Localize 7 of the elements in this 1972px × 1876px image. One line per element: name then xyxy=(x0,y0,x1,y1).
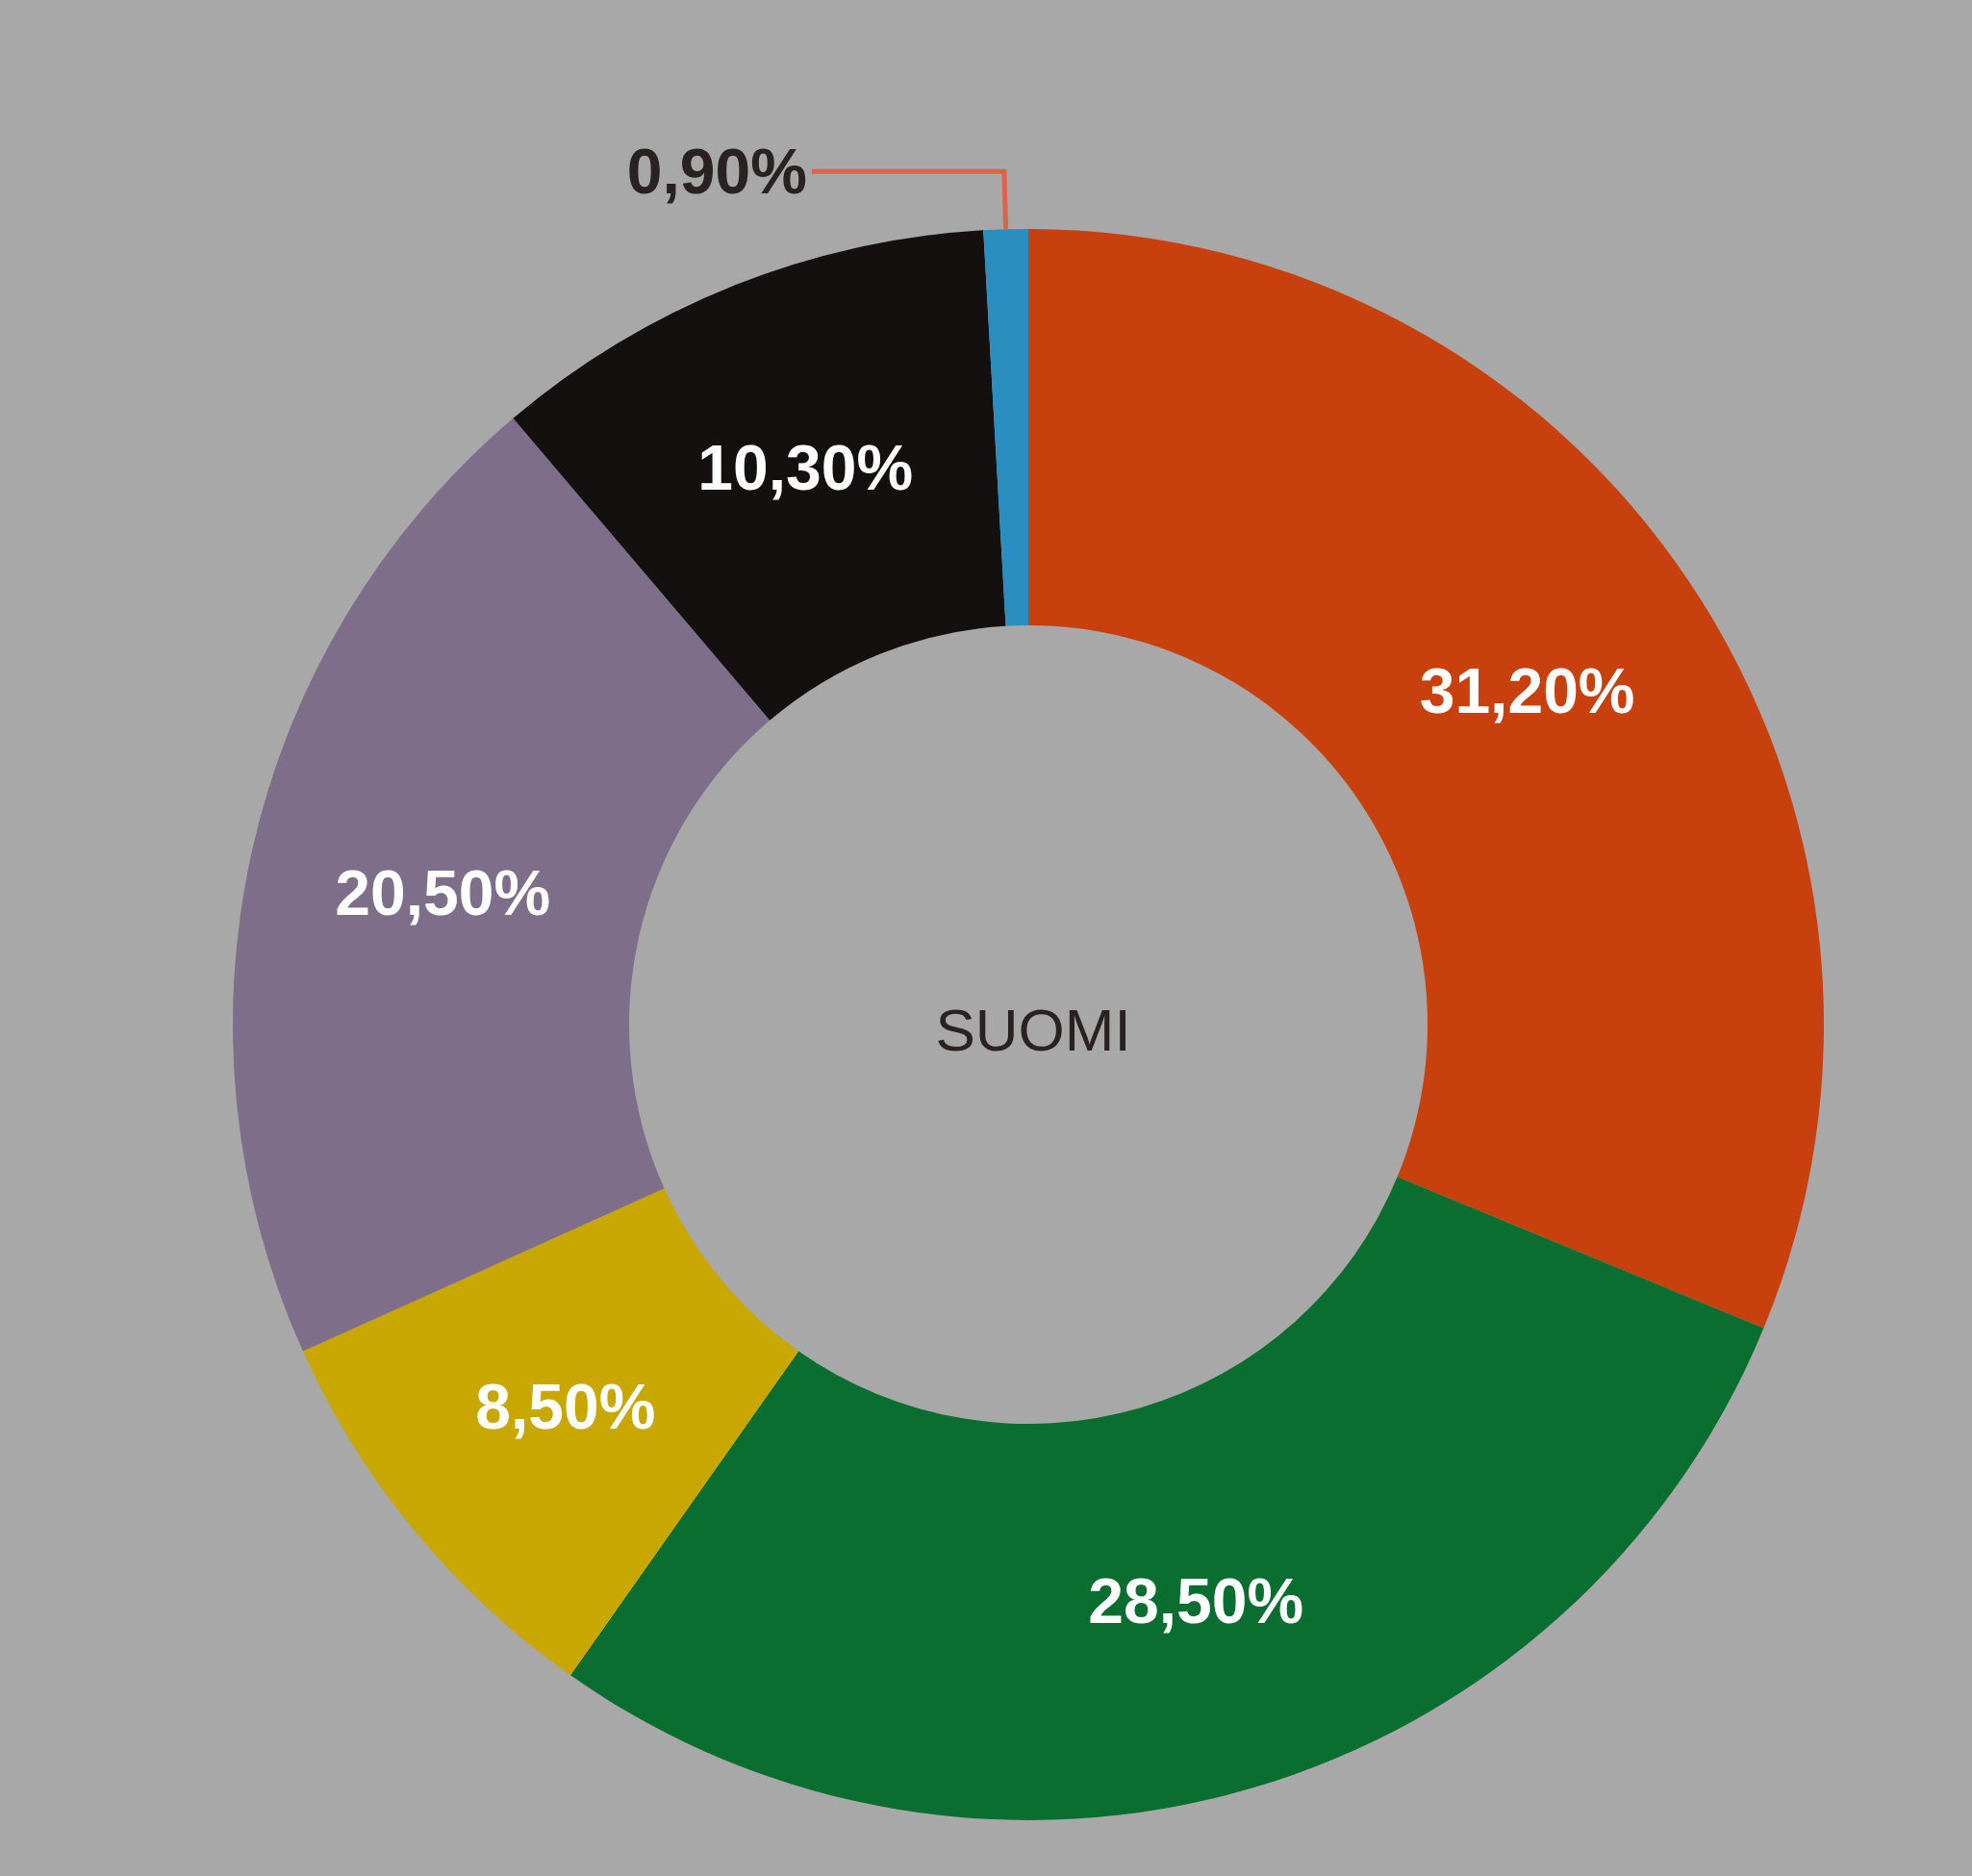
data-label: 31,20% xyxy=(1419,655,1635,727)
data-label: 28,50% xyxy=(1088,1565,1304,1637)
data-label: 10,30% xyxy=(697,431,914,503)
data-label: 8,50% xyxy=(475,1371,656,1443)
text: SUOMI xyxy=(935,996,1131,1063)
data-label: 20,50% xyxy=(335,856,551,928)
data-label: 0,90% xyxy=(626,136,807,208)
